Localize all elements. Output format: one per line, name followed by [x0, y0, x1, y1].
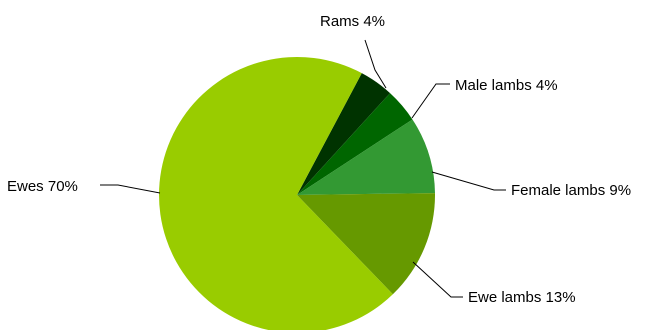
leader-line-rams — [364, 39, 387, 89]
leader-line-male-lambs — [411, 83, 450, 119]
label-ewes: Ewes 70% — [7, 178, 78, 195]
pie-slice-ewe-lambs-13 — [297, 193, 436, 295]
leader-line-female-lambs — [431, 171, 506, 191]
pie-slices — [159, 56, 436, 330]
pie-slice-female-lambs-9 — [297, 119, 435, 195]
pie-slice-rams-4 — [297, 73, 391, 195]
label-male-lambs: Male lambs 4% — [455, 77, 558, 94]
label-female-lambs: Female lambs 9% — [511, 182, 631, 199]
leader-line-ewe-lambs — [412, 261, 463, 298]
leader-line-ewes — [100, 184, 161, 194]
label-rams: Rams 4% — [320, 13, 385, 30]
pie-slice-male-lambs-4 — [297, 93, 413, 195]
label-ewe-lambs: Ewe lambs 13% — [468, 289, 576, 306]
pie-slice-ewes-70 — [159, 56, 393, 330]
